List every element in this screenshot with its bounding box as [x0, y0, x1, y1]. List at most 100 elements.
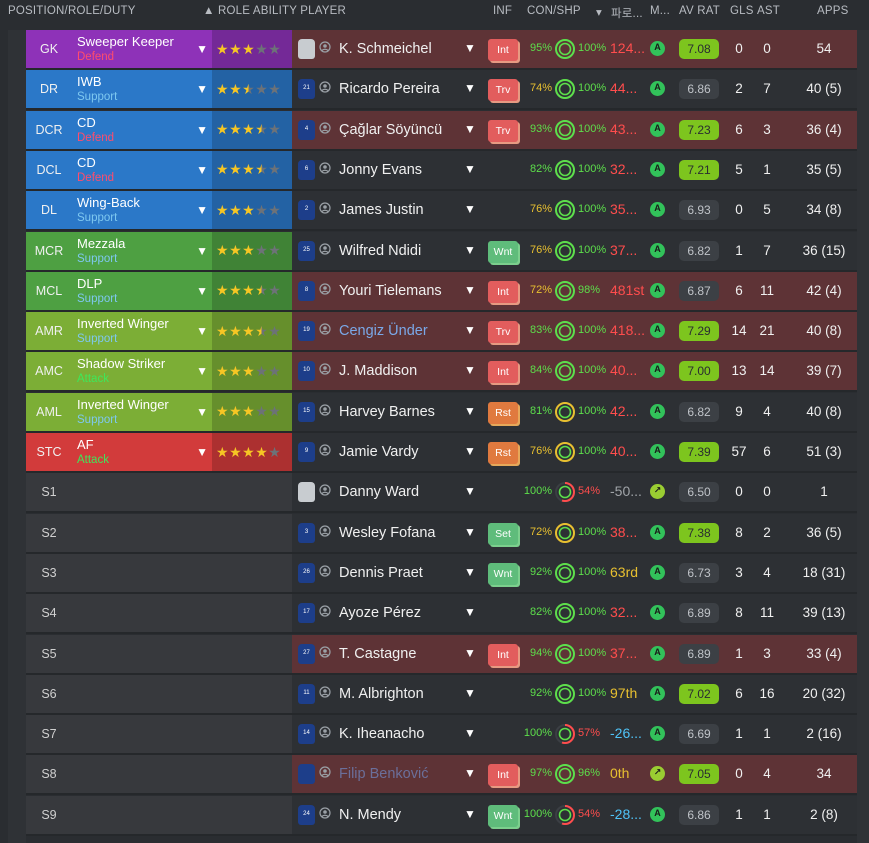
person-icon[interactable]	[319, 363, 331, 377]
chevron-down-icon[interactable]: ▼	[464, 202, 476, 217]
role-cell[interactable]	[72, 634, 212, 673]
position-cell[interactable]: S4	[26, 594, 72, 633]
player-name[interactable]: Wesley Fofana	[339, 524, 436, 541]
person-icon[interactable]	[319, 726, 331, 740]
role-cell[interactable]: Inverted Winger Support ▼	[72, 392, 212, 431]
table-row[interactable]: S8 Filip Benković ▼ Int 97% 96% 0th ↗ 7.05 0 4 34	[26, 755, 857, 796]
chevron-down-icon[interactable]: ▼	[464, 605, 476, 620]
player-name[interactable]: Jamie Vardy	[339, 444, 419, 460]
role-cell[interactable]	[72, 795, 212, 834]
position-cell[interactable]: DCL	[26, 150, 72, 189]
role-cell[interactable]: AF Attack ▼	[72, 433, 212, 471]
table-row[interactable]: S5 27 T. Castagne ▼ Int 94% 100% 37... A 6.89 1 3 33…	[26, 634, 857, 675]
chevron-down-icon[interactable]: ▼	[464, 444, 476, 458]
table-row[interactable]: S2 3 Wesley Fofana ▼ Set 72% 100% 38... A 7.38 8 2 3…	[26, 513, 857, 554]
chevron-down-icon[interactable]: ▼	[464, 161, 476, 176]
chevron-down-icon[interactable]: ▼	[464, 41, 476, 55]
role-cell[interactable]: Mezzala Support ▼	[72, 231, 212, 270]
chevron-down-icon[interactable]: ▼	[196, 283, 208, 298]
col-inf-header[interactable]: INF	[493, 5, 513, 17]
player-name[interactable]: Ayoze Pérez	[339, 605, 421, 622]
chevron-down-icon[interactable]: ▼	[196, 364, 208, 379]
person-icon[interactable]	[319, 484, 331, 498]
player-name[interactable]: Filip Benković	[339, 766, 429, 783]
position-cell[interactable]: DR	[26, 70, 72, 109]
chevron-down-icon[interactable]: ▼	[464, 524, 476, 539]
position-cell[interactable]: MCR	[26, 231, 72, 270]
chevron-down-icon[interactable]: ▼	[464, 685, 476, 700]
col-position-header[interactable]: POSITION/ROLE/DUTY	[8, 5, 136, 17]
table-row[interactable]: S9 24 N. Mendy ▼ Wnt 100% 54% -28... A 6.86 1 1 2 (8…	[26, 795, 857, 836]
table-row[interactable]: DR IWB Support ▼ ★ ★ ★ ★ ★ 21 Ricardo Pereira ▼ Trv 7…	[26, 70, 857, 111]
chevron-down-icon[interactable]: ▼	[196, 203, 208, 218]
person-icon[interactable]	[319, 645, 331, 660]
col-apps-header[interactable]: APPS	[817, 5, 849, 17]
position-cell[interactable]: DCR	[26, 110, 72, 149]
person-icon[interactable]	[319, 242, 331, 257]
person-icon[interactable]	[319, 41, 331, 55]
player-name[interactable]: James Justin	[339, 202, 424, 219]
position-cell[interactable]: MCL	[26, 271, 72, 310]
player-name[interactable]: J. Maddison	[339, 363, 418, 380]
position-cell[interactable]: S7	[26, 715, 72, 754]
position-cell[interactable]: S2	[26, 513, 72, 552]
person-icon[interactable]	[319, 444, 331, 458]
chevron-down-icon[interactable]: ▼	[464, 484, 476, 499]
role-cell[interactable]	[72, 513, 212, 552]
player-name[interactable]: Cengiz Ünder	[339, 323, 428, 340]
table-row[interactable]: DCL CD Defend ▼ ★ ★ ★ ★ ★ 6 Jonny Evans ▼ 82% 100% 32.…	[26, 150, 857, 191]
chevron-down-icon[interactable]: ▼	[464, 645, 476, 660]
col-morale-header[interactable]: M...	[650, 5, 670, 17]
player-name[interactable]: Ricardo Pereira	[339, 81, 440, 98]
chevron-down-icon[interactable]: ▼	[196, 122, 208, 137]
chevron-down-icon[interactable]: ▼	[196, 162, 208, 177]
chevron-down-icon[interactable]: ▼	[464, 323, 476, 338]
person-icon[interactable]	[319, 121, 331, 136]
col-avrat-header[interactable]: AV RAT	[679, 5, 721, 17]
col-ast-header[interactable]: AST	[757, 5, 780, 17]
chevron-down-icon[interactable]: ▼	[464, 564, 476, 579]
player-name[interactable]: Harvey Barnes	[339, 403, 435, 420]
table-row[interactable]: S6 11 M. Albrighton ▼ 92% 100% 97th A 7.02 6 16 20 …	[26, 674, 857, 715]
table-row[interactable]: AML Inverted Winger Support ▼ ★ ★ ★ ★ ★ 15 Harvey …	[26, 392, 857, 433]
person-icon[interactable]	[319, 162, 331, 176]
player-name[interactable]: K. Iheanacho	[339, 726, 425, 743]
position-cell[interactable]: S8	[26, 755, 72, 794]
position-cell[interactable]: GK	[26, 30, 72, 68]
table-row[interactable]: DCR CD Defend ▼ ★ ★ ★ ★ ★ 4 Çağlar Söyüncü ▼ Trv 93% 1…	[26, 110, 857, 151]
sort-chevron-icon[interactable]: ▾	[596, 7, 602, 19]
player-name[interactable]: Wilfred Ndidi	[339, 242, 422, 259]
player-name[interactable]: Youri Tielemans	[339, 282, 442, 299]
person-icon[interactable]	[319, 81, 331, 95]
person-icon[interactable]	[319, 807, 331, 821]
person-icon[interactable]	[319, 524, 331, 539]
chevron-down-icon[interactable]: ▼	[464, 282, 476, 297]
chevron-down-icon[interactable]: ▼	[464, 806, 476, 821]
table-row[interactable]: AMR Inverted Winger Support ▼ ★ ★ ★ ★ ★ 19 Cengiz …	[26, 312, 857, 353]
chevron-down-icon[interactable]: ▼	[196, 82, 208, 97]
role-cell[interactable]: CD Defend ▼	[72, 150, 212, 189]
chevron-down-icon[interactable]: ▼	[196, 42, 208, 56]
table-row[interactable]: S7 14 K. Iheanacho ▼ 100% 57% -26... A 6.69 1 1 2 (…	[26, 715, 857, 756]
player-name[interactable]: Dennis Praet	[339, 564, 423, 581]
chevron-down-icon[interactable]: ▼	[196, 243, 208, 258]
table-row[interactable]: MCL DLP Support ▼ ★ ★ ★ ★ ★ 8 Youri Tielemans ▼ Int 7…	[26, 271, 857, 312]
position-cell[interactable]: S3	[26, 553, 72, 592]
col-fmv-header[interactable]: 파로...	[611, 8, 643, 20]
player-name[interactable]: K. Schmeichel	[339, 41, 432, 57]
col-gls-header[interactable]: GLS	[730, 5, 754, 17]
chevron-down-icon[interactable]: ▼	[464, 363, 476, 378]
role-cell[interactable]	[72, 594, 212, 633]
col-conshp-header[interactable]: CON/SHP	[527, 5, 581, 17]
person-icon[interactable]	[319, 565, 331, 579]
role-cell[interactable]	[72, 674, 212, 713]
role-cell[interactable]	[72, 553, 212, 592]
table-row[interactable]: STC AF Attack ▼ ★ ★ ★ ★ ★ 9 Jamie Vardy ▼ Rst 76% 100%…	[26, 433, 857, 473]
position-cell[interactable]: S9	[26, 795, 72, 834]
chevron-down-icon[interactable]: ▼	[464, 726, 476, 741]
role-cell[interactable]: Sweeper Keeper Defend ▼	[72, 30, 212, 68]
position-cell[interactable]: AMC	[26, 352, 72, 391]
chevron-down-icon[interactable]: ▼	[464, 242, 476, 257]
person-icon[interactable]	[319, 323, 331, 337]
position-cell[interactable]: S6	[26, 674, 72, 713]
